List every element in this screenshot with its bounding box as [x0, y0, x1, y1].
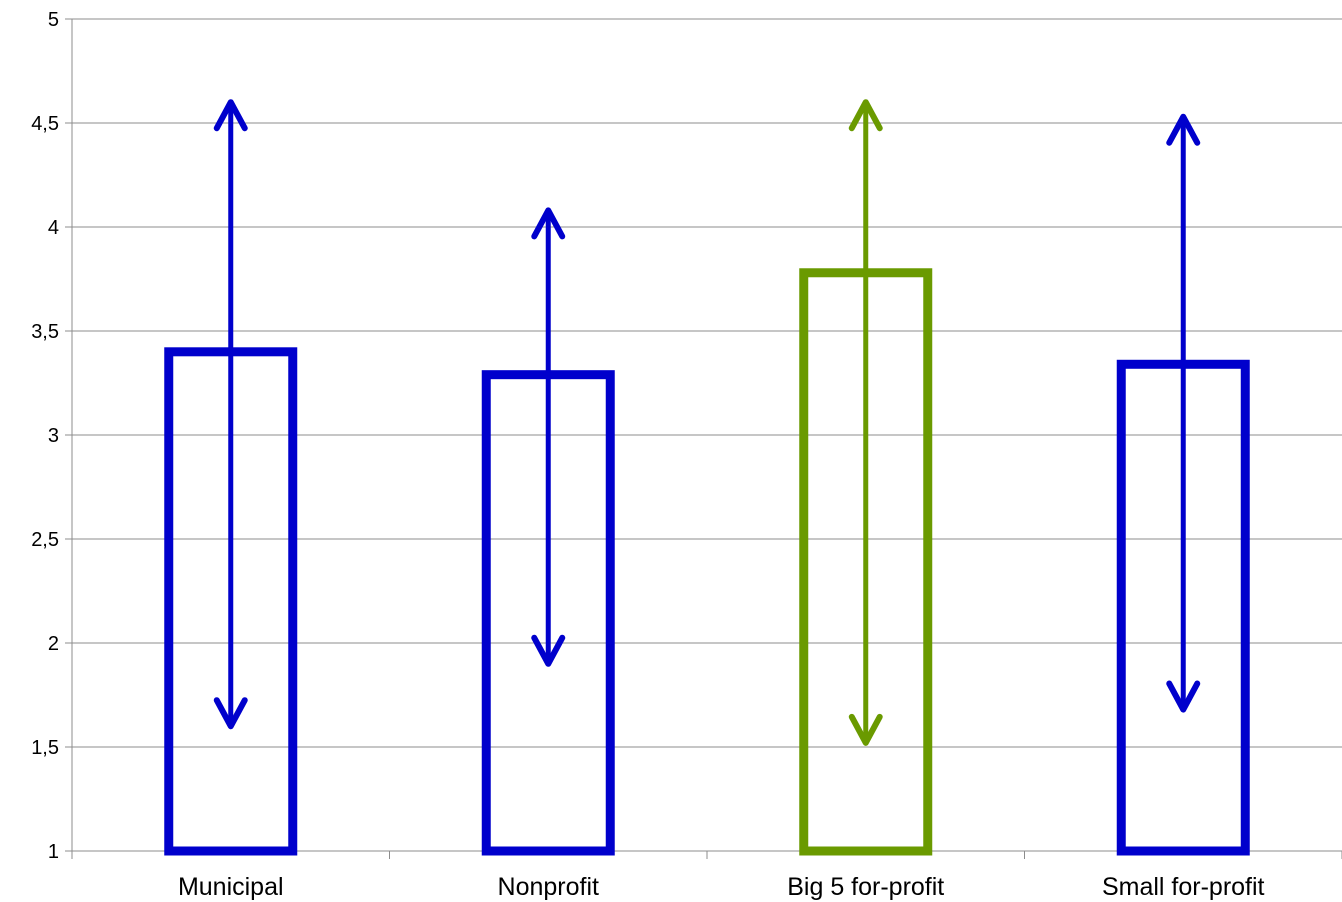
- gridlines: [72, 18, 1342, 748]
- range-arrow: [531, 207, 566, 667]
- bars: [164, 268, 1250, 856]
- y-tick-label: 2: [48, 633, 59, 655]
- range-low-arrowhead: [1166, 680, 1201, 713]
- y-tick-label: 3,5: [31, 321, 59, 343]
- range-low-arrowhead: [531, 634, 566, 667]
- y-tick-label: 2,5: [31, 529, 59, 551]
- y-tick-labels: 1 1,5 2 2,5 3 3,5 4 4,5 5: [31, 9, 59, 863]
- range-low-arrowhead: [848, 713, 883, 746]
- category-labels: Municipal Nonprofit Big 5 for-profit Small …: [178, 873, 1265, 901]
- range-arrow: [848, 99, 883, 746]
- range-high-arrowhead: [213, 99, 248, 132]
- range-high-arrowhead: [531, 207, 566, 240]
- y-tick-label: 5: [48, 9, 59, 31]
- range-arrows: [213, 99, 1201, 746]
- y-tick-label: 1,5: [31, 737, 59, 759]
- category-label: Small for-profit: [1102, 873, 1265, 901]
- range-arrow: [1166, 113, 1201, 713]
- category-label: Big 5 for-profit: [787, 873, 944, 901]
- category-label: Nonprofit: [498, 873, 599, 901]
- range-high-arrowhead: [848, 99, 883, 132]
- axes: [65, 18, 1342, 859]
- y-tick-label: 1: [48, 841, 59, 863]
- range-high-arrowhead: [1166, 113, 1201, 146]
- range-arrow: [213, 99, 248, 730]
- y-tick-label: 4: [48, 217, 59, 239]
- y-tick-label: 3: [48, 425, 59, 447]
- range-low-arrowhead: [213, 697, 248, 730]
- category-label: Municipal: [178, 873, 284, 901]
- y-tick-label: 4,5: [31, 113, 59, 135]
